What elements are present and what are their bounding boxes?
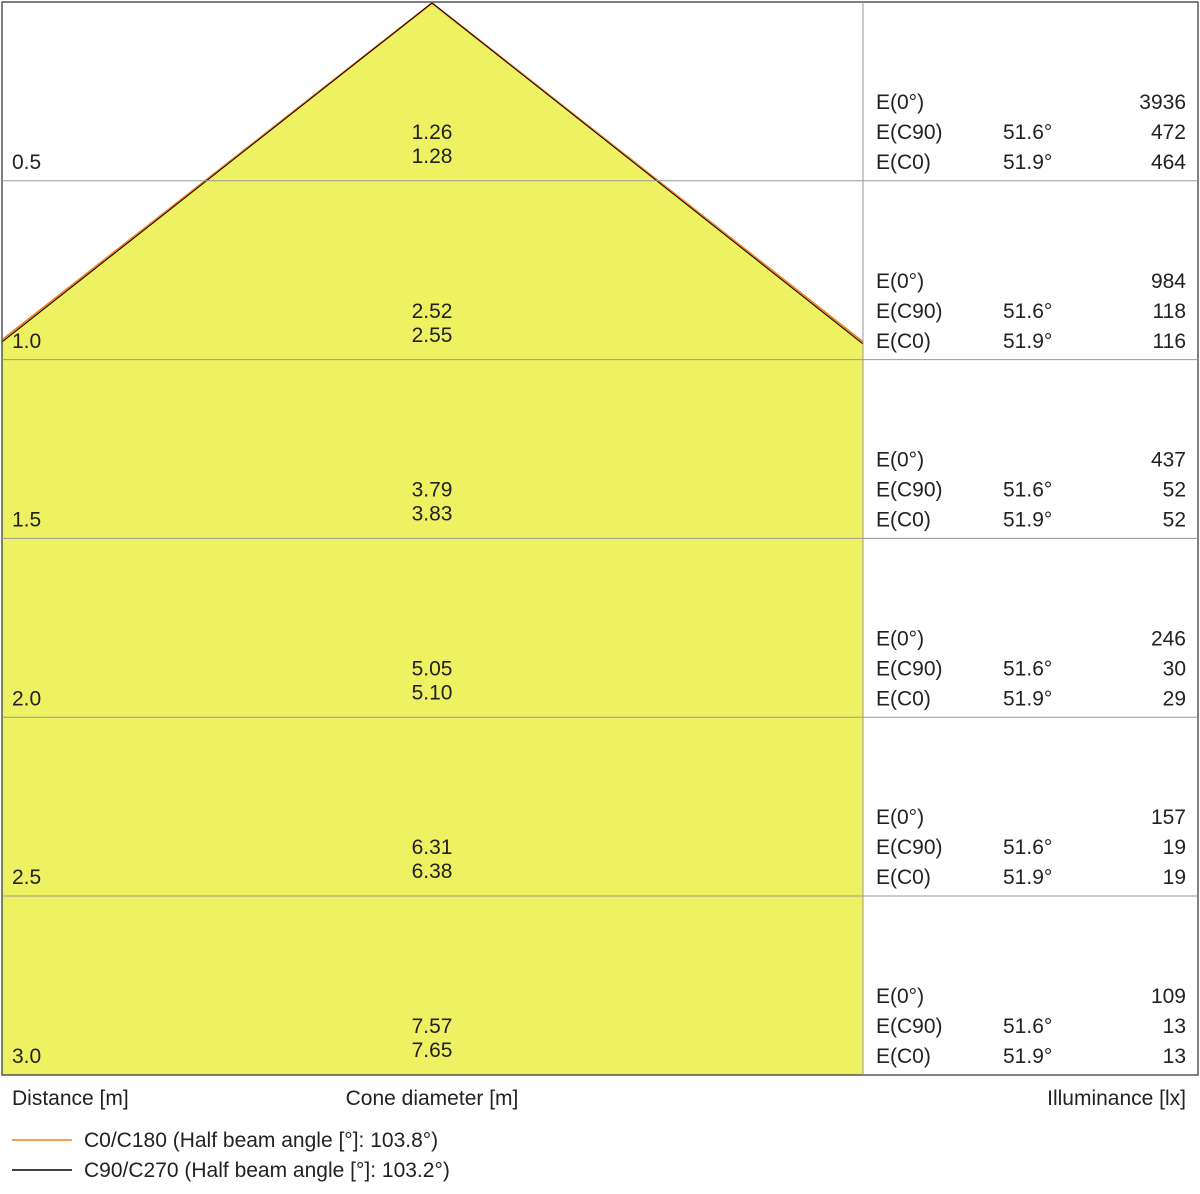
- distance: 1.5: [12, 509, 41, 532]
- illuminance-value: 29: [1163, 687, 1186, 710]
- illuminance-value: 116: [1153, 330, 1186, 353]
- illuminance-value: 984: [1151, 270, 1186, 293]
- cone-diameter: 3.83: [412, 503, 453, 526]
- illuminance-label: E(C90): [876, 479, 943, 502]
- illuminance-label: E(C0): [876, 866, 931, 889]
- angle: 51.9°: [1003, 509, 1052, 532]
- illuminance-value: 19: [1163, 866, 1186, 889]
- illuminance-value: 3936: [1139, 91, 1186, 114]
- illuminance-label: E(0°): [876, 91, 924, 114]
- cone-diameter: 2.52: [412, 300, 453, 323]
- illuminance-value: 52: [1163, 479, 1186, 502]
- distance: 2.5: [12, 866, 41, 889]
- cone-diameter: 5.10: [412, 681, 453, 704]
- illuminance-label: E(C0): [876, 1045, 931, 1068]
- illuminance-value: 13: [1163, 1045, 1186, 1068]
- illuminance-value: 118: [1153, 300, 1186, 323]
- distance: 3.0: [12, 1045, 41, 1068]
- rows: 0.5 1.261.28 E(0°) 3936 E(C90) 51.6° 472 E(C0) 5…: [2, 91, 1198, 1068]
- angle: 51.9°: [1003, 687, 1052, 710]
- cone-diameter: 1.26: [412, 121, 453, 144]
- angle: 51.6°: [1003, 479, 1052, 502]
- angle: 51.6°: [1003, 121, 1052, 144]
- distance: 1.0: [12, 330, 41, 353]
- illuminance-label: E(C0): [876, 509, 931, 532]
- illuminance-label: E(C90): [876, 121, 943, 144]
- illuminance-value: 19: [1163, 836, 1186, 859]
- illuminance-label: E(0°): [876, 627, 924, 650]
- cone-diameter: 7.57: [412, 1015, 453, 1038]
- angle: 51.6°: [1003, 657, 1052, 680]
- illuminance-value: 437: [1151, 449, 1186, 472]
- axis-label: Cone diameter [m]: [346, 1087, 519, 1110]
- illuminance-value: 109: [1151, 985, 1186, 1008]
- legend-label: C90/C270 (Half beam angle [°]: 103.2°): [84, 1159, 450, 1182]
- cone-diameter: 6.38: [412, 860, 453, 883]
- angle: 51.9°: [1003, 1045, 1052, 1068]
- cone-diameter: 3.79: [412, 479, 453, 502]
- illuminance-label: E(0°): [876, 270, 924, 293]
- illuminance-label: E(0°): [876, 985, 924, 1008]
- angle: 51.9°: [1003, 866, 1052, 889]
- legend-label: C0/C180 (Half beam angle [°]: 103.8°): [84, 1129, 438, 1152]
- distance: 2.0: [12, 687, 41, 710]
- distance: 0.5: [12, 151, 41, 174]
- angle: 51.6°: [1003, 836, 1052, 859]
- c90-edge: [1, 2, 433, 343]
- illuminance-value: 472: [1151, 121, 1186, 144]
- angle: 51.6°: [1003, 1015, 1052, 1038]
- cone-diameter: 7.65: [412, 1039, 453, 1062]
- angle: 51.6°: [1003, 300, 1052, 323]
- illuminance-value: 52: [1163, 509, 1186, 532]
- cone: [2, 3, 863, 1075]
- angle: 51.9°: [1003, 151, 1052, 174]
- cone-diameter: 2.55: [412, 324, 453, 347]
- illuminance-label: E(C0): [876, 687, 931, 710]
- illuminance-label: E(C90): [876, 300, 943, 323]
- axis-label: Illuminance [lx]: [1047, 1087, 1186, 1110]
- illuminance-label: E(C0): [876, 151, 931, 174]
- cone-diameter: 1.28: [412, 145, 453, 168]
- illuminance-label: E(0°): [876, 449, 924, 472]
- c90-edge: [431, 2, 864, 345]
- axis-label: Distance [m]: [12, 1087, 129, 1110]
- illuminance-value: 246: [1151, 627, 1186, 650]
- angle: 51.9°: [1003, 330, 1052, 353]
- illuminance-value: 13: [1163, 1015, 1186, 1038]
- cone-diameter: 5.05: [412, 657, 453, 680]
- illuminance-label: E(C90): [876, 657, 943, 680]
- illuminance-value: 464: [1151, 151, 1186, 174]
- legend: C0/C180 (Half beam angle [°]: 103.8°) C90…: [12, 1129, 450, 1182]
- illuminance-value: 157: [1151, 806, 1186, 829]
- illuminance-label: E(C90): [876, 1015, 943, 1038]
- illuminance-label: E(0°): [876, 806, 924, 829]
- illuminance-label: E(C0): [876, 330, 931, 353]
- illuminance-value: 30: [1163, 657, 1186, 680]
- cone-diameter: 6.31: [412, 836, 453, 859]
- illuminance-label: E(C90): [876, 836, 943, 859]
